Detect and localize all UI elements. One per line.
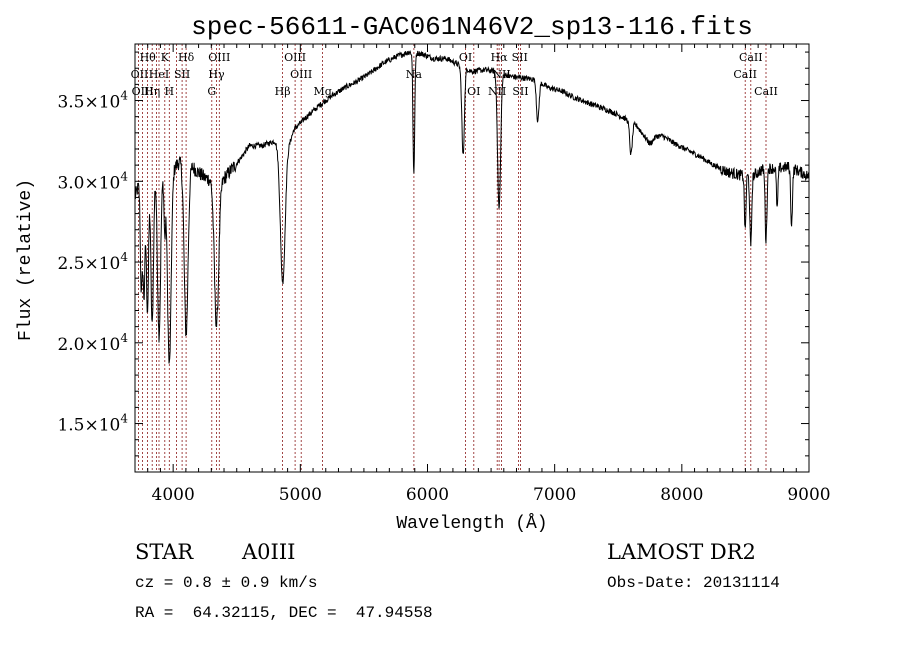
- y-tick-label: 1.5×104: [57, 412, 128, 436]
- line-annotation: SII: [512, 85, 528, 98]
- line-annotation: OIII: [208, 51, 230, 64]
- y-tick-label: 2.0×104: [57, 331, 128, 355]
- y-axis-label: Flux (relative): [16, 179, 36, 341]
- redshift-cz: cz = 0.8 ± 0.9 km/s: [135, 574, 318, 592]
- x-axis-label: Wavelength (Å): [396, 513, 547, 534]
- line-annotation: CaII: [733, 68, 757, 81]
- line-annotation: SII: [174, 68, 190, 81]
- line-annotation: Hβ: [275, 85, 291, 98]
- subclass: A0III: [242, 540, 296, 564]
- line-annotation: Mg: [313, 85, 331, 98]
- x-axis: 4000 5000 6000 7000 8000 9000: [147, 44, 831, 505]
- line-annotation: Hη: [144, 85, 160, 98]
- line-annotation: OI: [467, 85, 480, 98]
- y-tick-label: 2.5×104: [57, 250, 128, 274]
- line-annotation: CaII: [754, 85, 778, 98]
- x-tick-label: 9000: [787, 485, 830, 505]
- line-annotation: H: [165, 85, 175, 98]
- line-annotation: Hθ: [140, 51, 157, 64]
- line-annotation: G: [207, 85, 216, 98]
- plot-frame: [134, 43, 810, 473]
- x-tick-label: 6000: [406, 485, 449, 505]
- line-annotation: Na: [406, 68, 423, 81]
- x-tick-label: 5000: [279, 485, 322, 505]
- line-annotation: HeI: [149, 68, 169, 81]
- spectrum-line: [134, 49, 810, 364]
- chart-title: spec-56611-GAC061N46V2_sp13-116.fits: [191, 12, 753, 42]
- object-type: STAR: [135, 540, 194, 564]
- line-annotation: OIII: [290, 68, 312, 81]
- line-annotation: SII: [512, 51, 528, 64]
- x-tick-label: 7000: [533, 485, 576, 505]
- y-tick-label: 3.0×104: [57, 169, 128, 193]
- line-annotation: K: [161, 51, 170, 64]
- x-tick-label: 4000: [152, 485, 195, 505]
- coordinates: RA = 64.32115, DEC = 47.94558: [135, 604, 433, 622]
- y-tick-label: 3.5×104: [57, 89, 128, 113]
- x-tick-label: 8000: [660, 485, 703, 505]
- line-annotation: OIII: [284, 51, 306, 64]
- line-annotation: Hδ: [178, 51, 195, 64]
- line-annotation: Hγ: [208, 68, 225, 81]
- line-annotation: NII: [488, 85, 506, 98]
- line-annotation: Hα: [491, 51, 509, 64]
- obs-date: Obs-Date: 20131114: [607, 574, 780, 592]
- line-annotation: OI: [459, 51, 472, 64]
- line-annotation: NII: [492, 68, 510, 81]
- line-annotation: OIII: [132, 85, 154, 98]
- y-axis: 1.5×104 2.0×104 2.5×104 3.0×104 3.5×104: [57, 51, 809, 457]
- survey-name: LAMOST DR2: [607, 540, 756, 564]
- line-annotation: CaII: [739, 51, 763, 64]
- line-annotation: OII: [131, 68, 149, 81]
- line-markers: [137, 44, 767, 472]
